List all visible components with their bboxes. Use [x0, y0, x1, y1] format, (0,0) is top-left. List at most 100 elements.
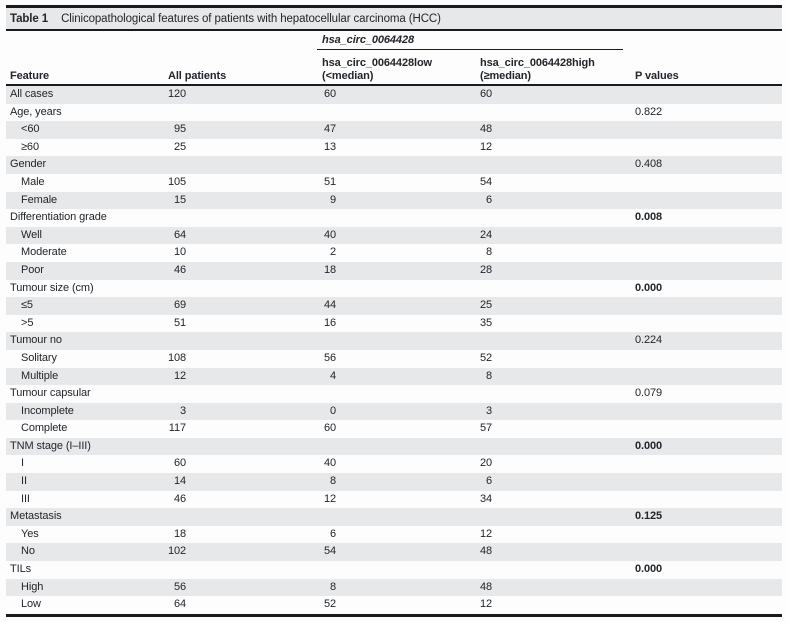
cell-high	[478, 508, 630, 526]
row-feature-label: Tumour capsular	[10, 387, 91, 400]
value-low: 16	[323, 316, 336, 329]
table-row: Tumour no 0.224	[6, 332, 782, 350]
row-feature-label: Age, years	[10, 105, 62, 118]
table-row: All cases 120 60 60	[6, 86, 782, 104]
row-feature-label: <60	[21, 123, 40, 136]
value-low: 6	[329, 527, 336, 540]
cell-high: 48	[478, 121, 630, 139]
column-header-low: hsa_circ_0064428low (<median)	[320, 57, 478, 82]
row-feature-label: Incomplete	[21, 404, 74, 417]
table-row: TNM stage (I–III) 0.000	[6, 437, 782, 456]
column-group-header: hsa_circ_0064428	[317, 34, 623, 50]
table-row: Tumour capsular 0.079	[6, 385, 782, 403]
cell-p-value	[630, 526, 782, 544]
cell-low: 60	[320, 420, 478, 438]
cell-low: 2	[320, 244, 478, 262]
row-feature-label: Tumour no	[10, 334, 62, 347]
column-header-p-values: P values	[635, 69, 679, 82]
cell-high: 57	[478, 420, 630, 438]
cell-high: 34	[478, 491, 630, 509]
table-row: TILs 0.000	[6, 561, 782, 579]
value-all: 10	[173, 246, 186, 259]
row-feature-label: >5	[21, 316, 34, 329]
cell-high	[478, 332, 630, 350]
table-row: Male 105 51 54	[6, 174, 782, 192]
row-feature-label: All cases	[10, 88, 54, 100]
column-header-low-line1: hsa_circ_0064428low	[322, 57, 433, 69]
cell-all: 69	[162, 297, 320, 315]
cell-high: 6	[478, 192, 630, 210]
table-row: Female 15 9 6	[6, 191, 782, 210]
value-high: 3	[485, 404, 492, 417]
value-all: 95	[173, 123, 186, 136]
value-high: 35	[479, 316, 492, 329]
value-all: 51	[173, 316, 186, 329]
value-high: 34	[479, 492, 492, 505]
cell-low: 51	[320, 174, 478, 192]
value-low: 47	[323, 123, 336, 136]
value-high: 48	[479, 580, 492, 593]
cell-p-value	[630, 543, 782, 561]
column-header-low-line2: (<median)	[322, 69, 374, 82]
value-high: 57	[479, 422, 492, 435]
cell-low: 40	[320, 455, 478, 473]
cell-all: 14	[162, 473, 320, 491]
value-all: 64	[173, 598, 186, 611]
row-feature-label: Metastasis	[10, 510, 62, 523]
cell-all	[162, 385, 320, 403]
cell-p-value	[630, 86, 782, 104]
column-header-all-patients: All patients	[168, 69, 227, 82]
column-header-high-line2: (≥median)	[480, 69, 531, 82]
cell-low	[320, 280, 478, 298]
column-header-high: hsa_circ_0064428high (≥median)	[478, 57, 630, 82]
value-high: 8	[485, 369, 492, 382]
row-feature-label: Yes	[21, 527, 39, 540]
value-high: 20	[479, 457, 492, 470]
row-feature-label: Poor	[21, 263, 44, 276]
value-high: 6	[485, 193, 492, 206]
table-row: Low 64 52 12	[6, 596, 782, 614]
value-low: 8	[329, 580, 336, 593]
value-low: 18	[323, 263, 336, 276]
cell-p-value	[630, 174, 782, 192]
value-low: 40	[323, 228, 336, 241]
value-all: 15	[173, 193, 186, 206]
cell-p-value: 0.000	[635, 439, 663, 452]
cell-all: 46	[162, 262, 320, 280]
column-header-row: Feature All patients hsa_circ_0064428low…	[6, 57, 782, 82]
cell-low	[320, 438, 478, 456]
cell-p-value: 0.224	[635, 334, 663, 347]
table-row: Moderate 10 2 8	[6, 244, 782, 262]
value-high: 25	[479, 299, 492, 312]
cell-low	[320, 561, 478, 579]
table-caption: Clinicopathological features of patients…	[61, 12, 441, 25]
row-feature-label: III	[21, 492, 30, 505]
cell-p-value	[630, 420, 782, 438]
cell-all	[162, 438, 320, 456]
cell-low: 0	[320, 403, 478, 421]
row-feature-label: Moderate	[21, 246, 67, 259]
cell-low: 56	[320, 350, 478, 368]
value-all: 46	[173, 492, 186, 505]
table-number: Table 1	[10, 12, 49, 25]
table-row: ≥60 25 13 12	[6, 139, 782, 157]
cell-high: 12	[478, 596, 630, 614]
table-row: Yes 18 6 12	[6, 526, 782, 544]
table-row: >5 51 16 35	[6, 315, 782, 333]
value-all: 46	[173, 263, 186, 276]
row-feature-label: Male	[21, 175, 45, 188]
cell-all: 25	[162, 139, 320, 157]
cell-all	[162, 156, 320, 174]
title-divider-rule	[6, 29, 782, 31]
row-feature-label: I	[21, 457, 24, 470]
cell-all: 102	[162, 543, 320, 561]
row-feature-label: High	[21, 580, 44, 593]
value-all: 25	[173, 140, 186, 153]
table-row: Solitary 108 56 52	[6, 350, 782, 368]
value-all: 18	[173, 527, 186, 540]
cell-p-value	[630, 297, 782, 315]
cell-high: 28	[478, 262, 630, 280]
table-row: I 60 40 20	[6, 455, 782, 473]
cell-p-value	[630, 350, 782, 368]
cell-low: 52	[320, 596, 478, 614]
